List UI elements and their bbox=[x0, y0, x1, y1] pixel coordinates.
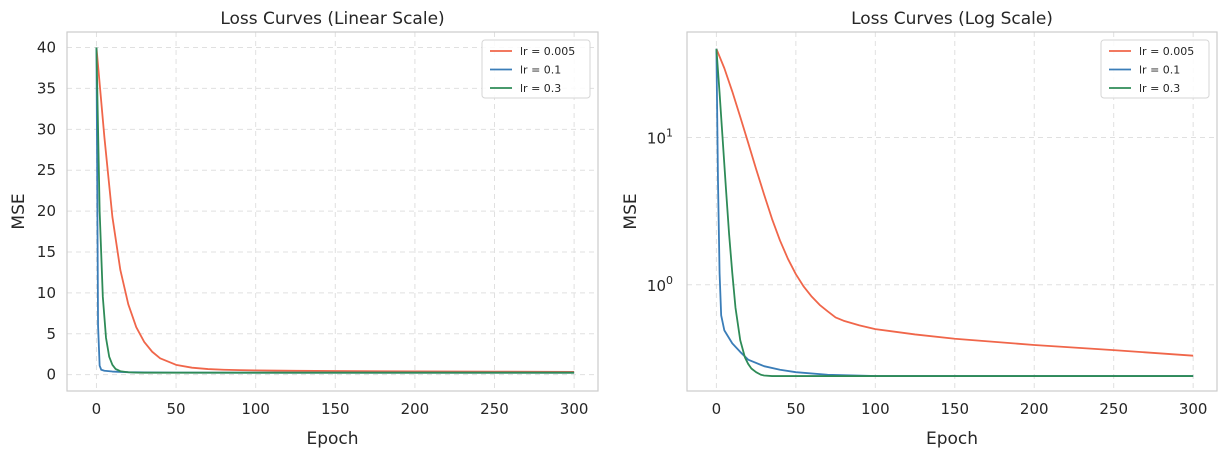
x-tick-label: 50 bbox=[786, 400, 805, 418]
y-tick-label: 20 bbox=[37, 202, 56, 220]
x-tick-label: 100 bbox=[241, 400, 270, 418]
legend-box bbox=[1100, 39, 1210, 99]
series-line-lr-0-3 bbox=[715, 48, 1194, 377]
legend-label: lr = 0.005 bbox=[1139, 45, 1194, 58]
series-line-lr-0-005 bbox=[715, 48, 1194, 357]
series-line-lr-0-3 bbox=[95, 47, 575, 374]
legend-label: lr = 0.1 bbox=[1139, 64, 1180, 77]
legend-label: lr = 0.005 bbox=[520, 45, 575, 58]
y-tick-label: 5 bbox=[46, 325, 56, 343]
x-tick-label: 300 bbox=[560, 400, 589, 418]
x-axis-label: Epoch bbox=[926, 429, 978, 449]
x-axis-label: Epoch bbox=[306, 429, 358, 449]
x-tick-label: 200 bbox=[1020, 400, 1049, 418]
y-tick-label: 40 bbox=[37, 39, 56, 57]
linear-scale-panel: 0 50 100 150 200 250 300 0 5 10 15 20 25 30 35 40 Loss C… bbox=[9, 9, 599, 449]
legend-label: lr = 0.1 bbox=[520, 64, 561, 77]
y-axis-label: MSE bbox=[9, 193, 29, 229]
x-tick-label: 250 bbox=[1099, 400, 1128, 418]
y-tick-label: 25 bbox=[37, 161, 56, 179]
x-tick-label: 150 bbox=[940, 400, 969, 418]
x-tick-label: 100 bbox=[861, 400, 890, 418]
legend: lr = 0.005 lr = 0.1 lr = 0.3 bbox=[481, 39, 591, 99]
x-tick-label: 0 bbox=[712, 400, 722, 418]
x-tick-label: 150 bbox=[321, 400, 350, 418]
x-tick-label: 200 bbox=[401, 400, 430, 418]
y-tick-label: 15 bbox=[37, 243, 56, 261]
legend-label: lr = 0.3 bbox=[520, 82, 561, 95]
y-tick-label: 10 bbox=[37, 284, 56, 302]
x-tick-label: 0 bbox=[92, 400, 102, 418]
axes-frame bbox=[66, 31, 599, 392]
y-tick-exponent: 1 bbox=[666, 126, 673, 139]
legend-box bbox=[481, 39, 591, 99]
y-tick-label: 35 bbox=[37, 79, 56, 97]
axes-frame bbox=[686, 31, 1218, 392]
y-axis-label: MSE bbox=[621, 193, 641, 229]
x-tick-label: 250 bbox=[480, 400, 509, 418]
y-tick-label: 100 bbox=[647, 274, 673, 295]
y-tick-label: 0 bbox=[46, 366, 56, 384]
y-tick-label: 30 bbox=[37, 120, 56, 138]
chart-title: Loss Curves (Linear Scale) bbox=[220, 9, 444, 29]
legend: lr = 0.005 lr = 0.1 lr = 0.3 bbox=[1100, 39, 1210, 99]
legend-label: lr = 0.3 bbox=[1139, 82, 1180, 95]
x-tick-label: 50 bbox=[167, 400, 186, 418]
y-tick-label: 101 bbox=[647, 126, 673, 147]
y-tick-base: 10 bbox=[647, 277, 666, 295]
chart-title: Loss Curves (Log Scale) bbox=[851, 9, 1053, 29]
y-tick-exponent: 0 bbox=[666, 274, 673, 287]
series-line-lr-0-005 bbox=[95, 47, 575, 373]
y-tick-base: 10 bbox=[647, 129, 666, 147]
x-tick-label: 300 bbox=[1179, 400, 1208, 418]
